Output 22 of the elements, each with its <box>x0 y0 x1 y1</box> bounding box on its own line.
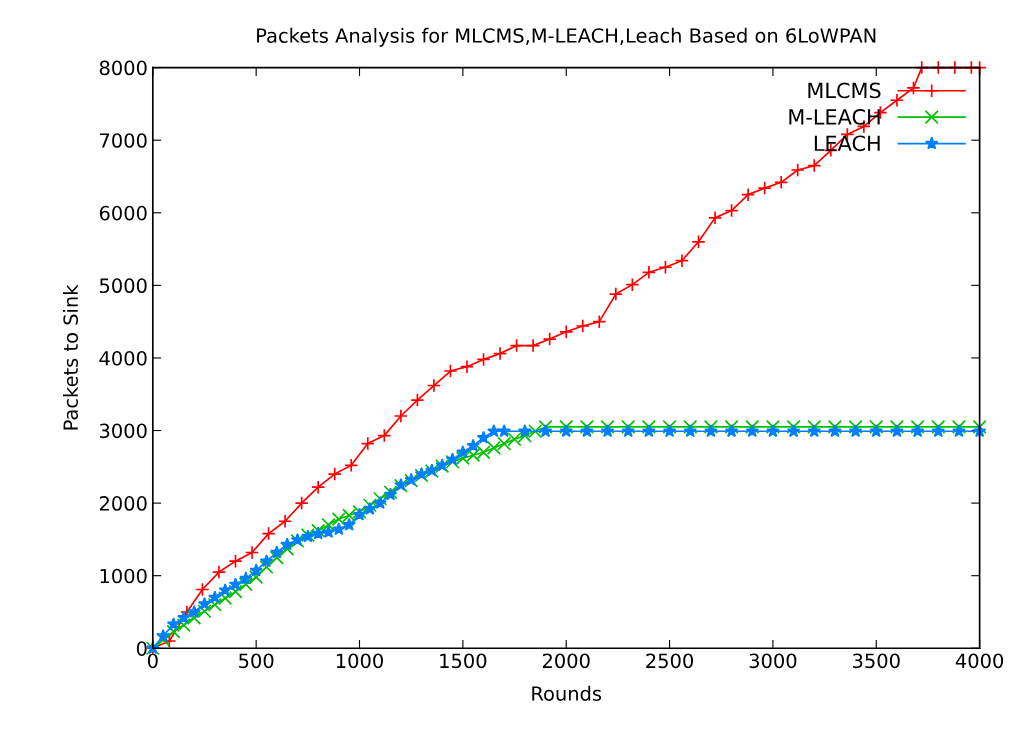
y-tick-label: 8000 <box>99 60 147 76</box>
y-tick-label: 7000 <box>100 133 147 148</box>
y-axis-title: Packets to Sink <box>62 284 79 430</box>
y-tick-label: 4000 <box>99 350 147 366</box>
x-tick-label: 4000 <box>955 653 1004 669</box>
y-tick-label: 0 <box>136 641 147 656</box>
y-tick-label: 2000 <box>99 496 147 511</box>
chart-title: Packets Analysis for MLCMS,M-LEACH,Leach Based on 6LoWPAN <box>257 27 876 47</box>
x-tick-label: 2000 <box>542 653 590 669</box>
x-tick-label: 3500 <box>853 653 900 669</box>
x-tick-label: 1500 <box>440 653 487 669</box>
y-tick-label: 6000 <box>99 205 147 221</box>
y-tick-label: 1000 <box>100 568 147 584</box>
x-tick-label: 500 <box>239 653 274 669</box>
legend-label: MLCMS <box>808 82 881 99</box>
y-tick-label: 5000 <box>99 278 147 294</box>
x-axis-title: Rounds <box>532 685 602 701</box>
y-tick-label: 3000 <box>99 423 147 439</box>
x-tick-label: 2500 <box>646 653 694 669</box>
x-tick-label: 1000 <box>336 653 383 669</box>
x-tick-label: 0 <box>147 653 158 669</box>
x-tick-label: 3000 <box>749 653 797 669</box>
